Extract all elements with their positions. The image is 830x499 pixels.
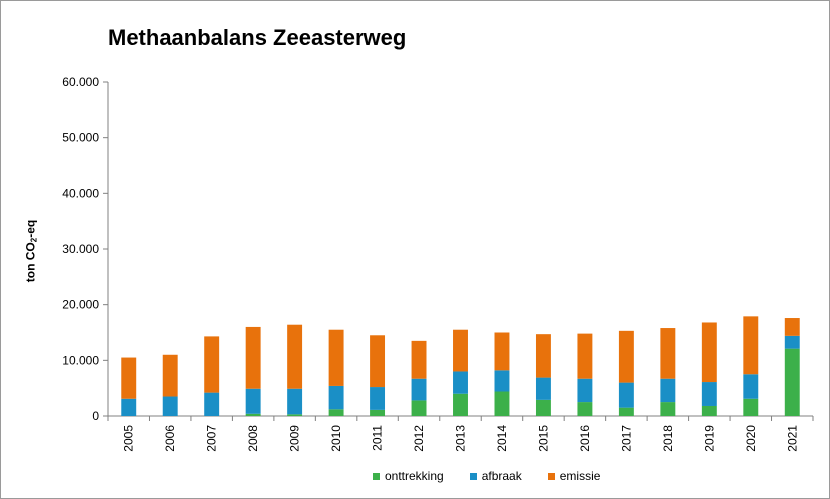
legend-item-afbraak: afbraak (469, 469, 522, 483)
bar-emissie-2010 (328, 329, 344, 386)
bar-emissie-2012 (411, 340, 427, 379)
bar-emissie-2008 (245, 326, 261, 389)
x-tick-label: 2011 (371, 425, 385, 451)
chart-title: Methaanbalans Zeeasterweg (108, 25, 407, 50)
x-tick-label: 2012 (412, 425, 426, 452)
bar-afbraak-2009 (287, 388, 303, 415)
y-tick-label: 60.000 (62, 75, 99, 89)
bar-afbraak-2006 (162, 396, 178, 416)
bar-emissie-2009 (287, 324, 303, 389)
x-tick-label: 2009 (288, 425, 302, 452)
bar-onttrekking-2021 (784, 348, 800, 416)
legend-swatch (469, 472, 477, 480)
x-tick-label: 2014 (495, 425, 509, 452)
bar-afbraak-2010 (328, 385, 344, 410)
bar-emissie-2011 (370, 335, 386, 388)
x-tick-label: 2015 (536, 425, 550, 452)
bar-afbraak-2020 (743, 374, 759, 399)
x-tick-label: 2017 (619, 425, 633, 452)
bar-emissie-2016 (577, 333, 593, 379)
legend-item-emissie: emissie (547, 469, 601, 483)
bar-onttrekking-2019 (701, 405, 717, 416)
x-tick-label: 2013 (454, 425, 468, 452)
bar-onttrekking-2016 (577, 402, 593, 416)
bar-afbraak-2019 (701, 382, 717, 406)
bar-afbraak-2005 (121, 398, 137, 416)
bar-afbraak-2011 (370, 387, 386, 410)
bar-emissie-2006 (162, 354, 178, 397)
bar-afbraak-2021 (784, 335, 800, 349)
x-tick-label: 2005 (122, 425, 136, 452)
legend-label: emissie (559, 469, 601, 483)
bar-onttrekking-2018 (660, 402, 676, 416)
bar-onttrekking-2015 (535, 399, 551, 416)
bar-emissie-2015 (535, 334, 551, 378)
x-tick-label: 2018 (661, 425, 675, 452)
bar-afbraak-2018 (660, 378, 676, 403)
legend-swatch (373, 472, 380, 480)
y-tick-label: 40.000 (62, 186, 99, 200)
bar-emissie-2017 (618, 330, 634, 383)
legend-swatch (547, 472, 555, 480)
x-tick-label: 2020 (744, 425, 758, 452)
y-tick-label: 50.000 (62, 131, 99, 145)
legend-item-onttrekking: onttrekking (373, 469, 444, 483)
bar-afbraak-2015 (535, 377, 551, 400)
y-tick-label: 0 (92, 409, 99, 423)
bar-emissie-2005 (121, 357, 137, 399)
legend-label: onttrekking (385, 469, 444, 483)
bar-afbraak-2007 (204, 392, 220, 416)
x-tick-label: 2016 (578, 425, 592, 452)
bar-emissie-2019 (701, 322, 717, 383)
bar-emissie-2014 (494, 332, 510, 371)
x-tick-label: 2008 (246, 425, 260, 452)
y-tick-label: 10.000 (62, 353, 99, 367)
bar-emissie-2020 (743, 316, 759, 375)
bar-emissie-2018 (660, 328, 676, 379)
bar-afbraak-2013 (453, 371, 468, 394)
bar-onttrekking-2009 (287, 414, 303, 416)
bar-afbraak-2008 (245, 388, 261, 414)
bar-afbraak-2016 (577, 378, 593, 403)
bar-onttrekking-2008 (245, 413, 261, 416)
bar-emissie-2013 (453, 329, 468, 372)
x-tick-label: 2021 (785, 425, 799, 452)
bar-onttrekking-2010 (328, 409, 344, 416)
bar-emissie-2007 (204, 336, 220, 393)
x-tick-label: 2007 (205, 425, 219, 452)
bar-onttrekking-2011 (370, 409, 386, 416)
bar-emissie-2021 (784, 318, 800, 336)
y-tick-label: 20.000 (62, 298, 99, 312)
bar-afbraak-2012 (411, 378, 427, 401)
legend-label: afbraak (481, 469, 522, 483)
bar-onttrekking-2017 (618, 407, 634, 416)
bar-afbraak-2017 (618, 382, 634, 408)
legend: onttrekking afbraak emissie (373, 469, 626, 483)
x-tick-label: 2010 (329, 425, 343, 452)
x-tick-label: 2019 (702, 425, 716, 452)
bar-onttrekking-2013 (453, 393, 468, 416)
y-tick-label: 30.000 (62, 242, 99, 256)
x-tick-label: 2006 (163, 425, 177, 452)
bar-afbraak-2014 (494, 370, 510, 392)
bar-onttrekking-2020 (743, 398, 759, 416)
bar-onttrekking-2014 (494, 391, 510, 416)
bar-onttrekking-2012 (411, 400, 427, 416)
